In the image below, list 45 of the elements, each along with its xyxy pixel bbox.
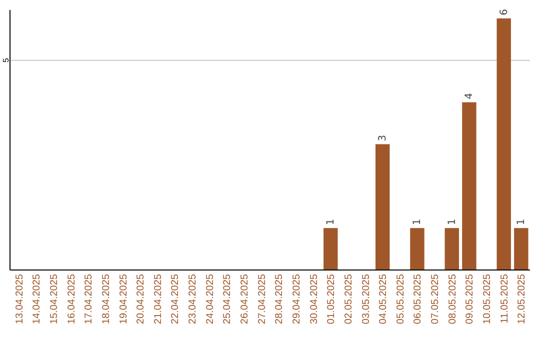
x-tick-label: 20.04.2025	[136, 274, 147, 324]
x-tick-label: 16.04.2025	[66, 274, 78, 324]
data-label: 1	[412, 218, 424, 226]
x-tick-label: 24.04.2025	[204, 274, 216, 324]
x-tick-label: 19.04.2025	[118, 274, 130, 324]
x-tick-label: 23.04.2025	[188, 274, 199, 324]
data-label: 1	[326, 218, 337, 226]
x-tick-label: 18.04.2025	[100, 274, 112, 324]
x-tick-label: 29.04.2025	[291, 274, 302, 324]
bar	[410, 228, 424, 270]
data-label: 3	[378, 134, 389, 142]
x-tick-label: 08.05.2025	[447, 274, 458, 324]
x-tick-label: 14.04.2025	[32, 274, 43, 324]
x-tick-label: 27.04.2025	[256, 274, 268, 324]
x-tick-label: 11.05.2025	[499, 274, 510, 324]
x-tick-label: 05.05.2025	[395, 274, 406, 324]
x-tick-label: 03.05.2025	[360, 274, 372, 324]
data-label: 4	[464, 92, 476, 100]
x-tick-label: 28.04.2025	[274, 274, 286, 324]
bar	[375, 144, 390, 270]
x-tick-label: 01.05.2025	[326, 274, 338, 324]
x-tick-label: 07.05.2025	[430, 274, 442, 324]
data-label: 1	[516, 218, 528, 226]
bar	[462, 102, 476, 270]
bar	[514, 228, 528, 270]
x-tick-label: 04.05.2025	[378, 274, 390, 324]
x-tick-label: 15.04.2025	[48, 274, 60, 324]
x-tick-label: 09.05.2025	[464, 274, 476, 324]
x-tick-label: 26.04.2025	[240, 274, 251, 324]
y-tick-label: 5	[1, 58, 10, 63]
bar	[324, 228, 338, 270]
bar	[496, 18, 511, 270]
x-tick-label: 17.04.2025	[84, 274, 95, 324]
data-label: 6	[498, 9, 510, 16]
x-tick-label: 10.05.2025	[482, 274, 494, 324]
bar	[444, 228, 459, 270]
data-label: 1	[446, 218, 458, 226]
x-tick-label: 13.04.2025	[14, 274, 26, 324]
x-tick-label: 21.04.2025	[152, 274, 164, 324]
x-tick-label: 22.04.2025	[170, 274, 182, 324]
x-tick-label: 12.05.2025	[516, 274, 528, 324]
x-tick-label: 06.05.2025	[412, 274, 424, 324]
x-tick-label: 30.04.2025	[308, 274, 320, 324]
x-tick-label: 02.05.2025	[343, 274, 354, 324]
x-tick-label: 25.04.2025	[222, 274, 234, 324]
